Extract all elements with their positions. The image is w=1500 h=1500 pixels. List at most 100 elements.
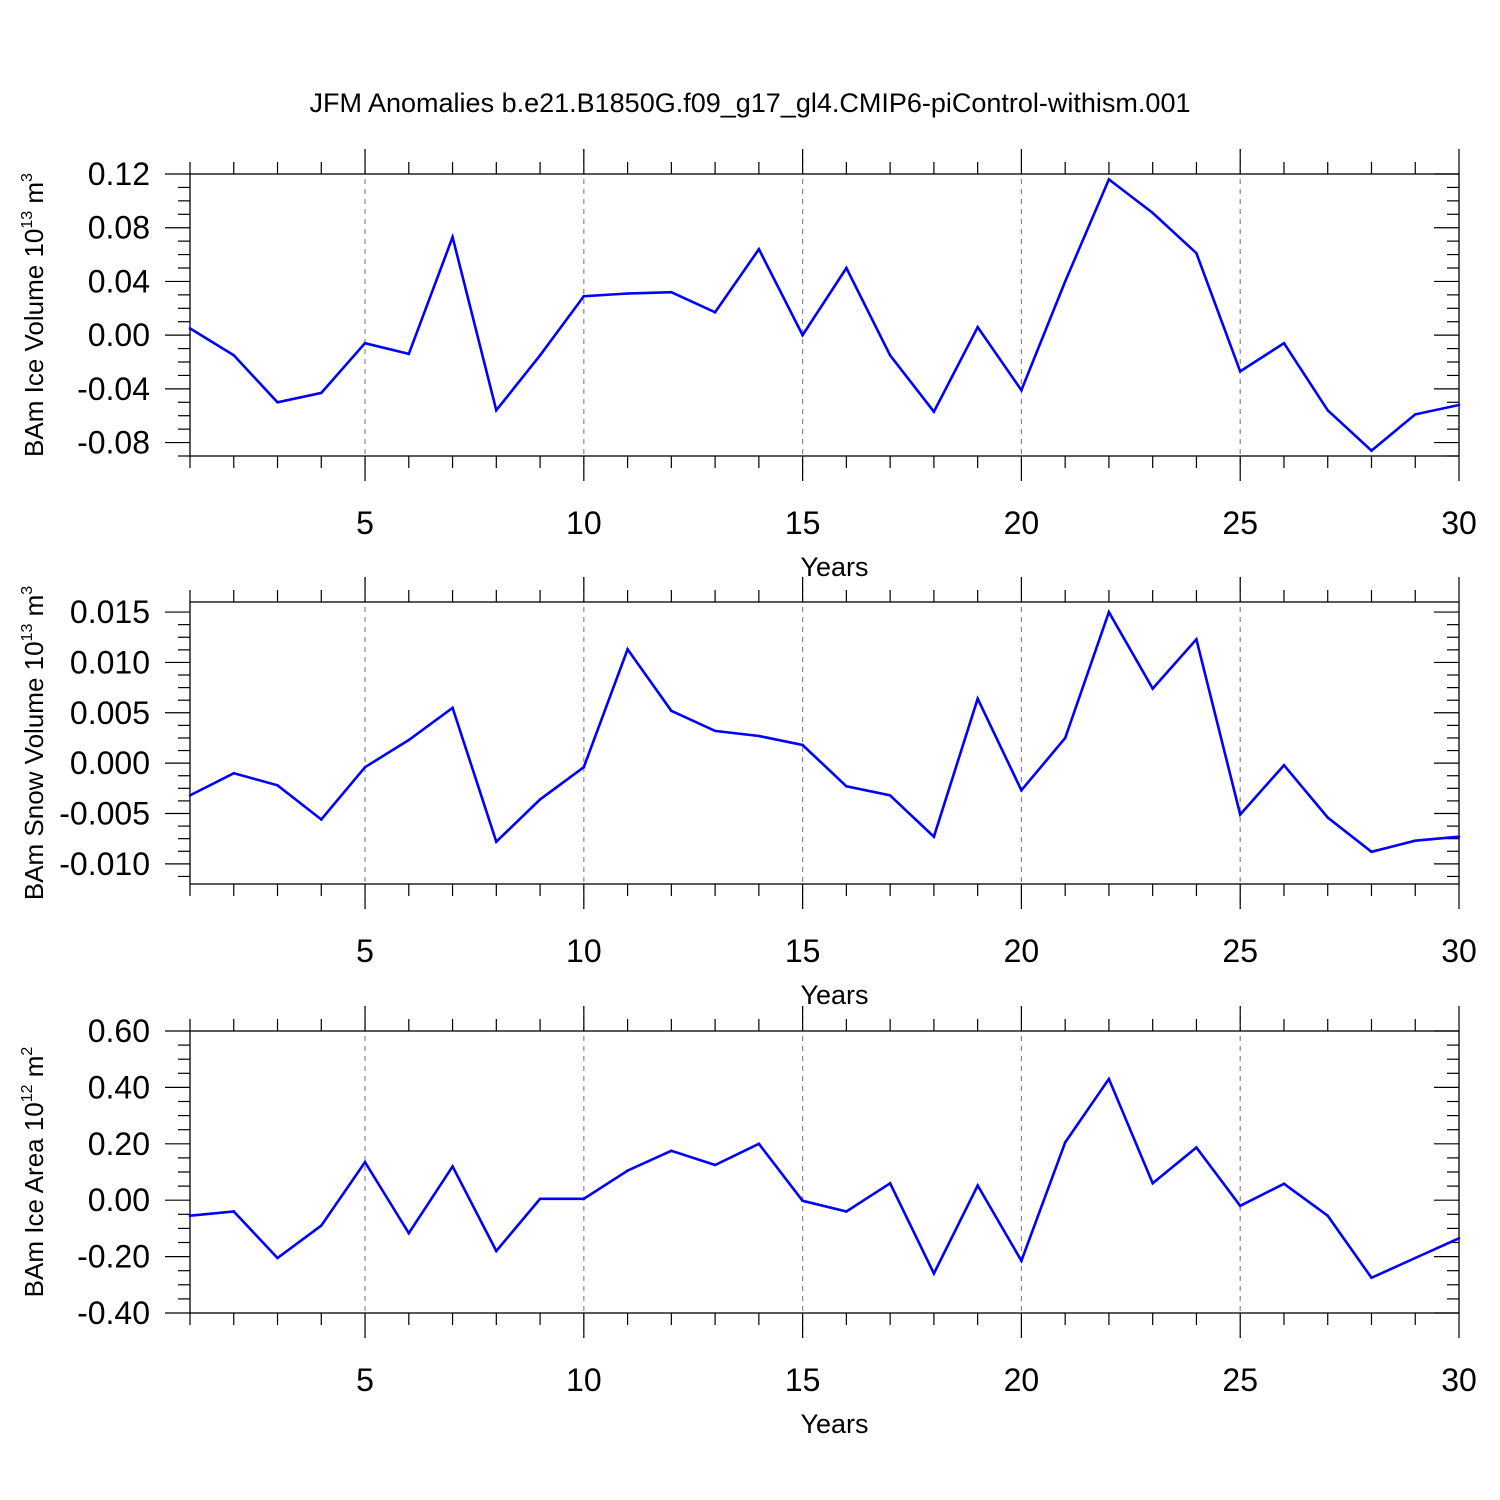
- series-line: [189, 1076, 1460, 1280]
- data-point: [932, 410, 936, 413]
- data-point: [188, 1214, 192, 1218]
- x-tick-label: 10: [566, 505, 602, 541]
- data-point: [538, 798, 542, 801]
- data-point: [932, 835, 936, 838]
- y-tick-label: 0.12: [88, 156, 150, 192]
- x-tick-label: 25: [1222, 505, 1258, 541]
- data-point: [582, 1197, 586, 1201]
- x-tick-label: 10: [566, 933, 602, 969]
- data-point: [1413, 413, 1417, 416]
- y-axis-label-part: m: [19, 595, 49, 624]
- y-axis-label: BAm Ice Area 1012 m2: [19, 1047, 49, 1298]
- y-axis-label-part: 2: [19, 1047, 36, 1056]
- x-axis-label: Years: [800, 1409, 868, 1439]
- data-point: [1195, 1146, 1198, 1149]
- data-point: [188, 327, 192, 330]
- chart-panel-3: -0.40 -0.20 0.00 0.20 0.40 0.60 5 10 15 20 25 30 Yea…: [19, 1006, 1477, 1439]
- data-point: [363, 765, 367, 769]
- y-tick-label: -0.010: [59, 846, 150, 882]
- data-point: [188, 794, 192, 797]
- y-tick-label: 0.000: [70, 745, 150, 781]
- data-point: [319, 818, 323, 821]
- data-point: [538, 353, 542, 357]
- data-point: [1413, 839, 1417, 842]
- data-point: [319, 1224, 323, 1227]
- data-point: [232, 771, 236, 775]
- data-point: [1020, 1259, 1023, 1263]
- x-tick-label: 15: [785, 505, 821, 541]
- y-tick-label: -0.04: [77, 371, 150, 407]
- data-point: [801, 333, 804, 337]
- data-point: [451, 1165, 454, 1168]
- y-tick-label: 0.00: [88, 1182, 150, 1218]
- data-point: [319, 391, 323, 395]
- data-point: [1238, 1204, 1242, 1208]
- y-axis-label: BAm Snow Volume 1013 m3: [19, 586, 49, 900]
- y-axis-label-part: 3: [19, 586, 36, 595]
- data-point: [1326, 409, 1330, 412]
- x-tick-label: 5: [356, 933, 374, 969]
- data-point: [407, 352, 411, 356]
- x-axis-label: Years: [800, 980, 868, 1010]
- x-tick-label: 20: [1004, 1362, 1040, 1398]
- x-tick-label: 20: [1004, 933, 1040, 969]
- y-axis-label-part: 13: [19, 624, 36, 642]
- data-point: [1370, 1276, 1373, 1280]
- y-axis-label: BAm Ice Volume 1013 m3: [19, 173, 49, 457]
- series-line: [189, 608, 1460, 854]
- y-tick-label: 0.20: [88, 1126, 150, 1162]
- data-point: [538, 1197, 542, 1201]
- chart-panel-2: -0.010 -0.005 0.000 0.005 0.010 0.015 5 10 15 20 2…: [19, 577, 1477, 1010]
- y-axis-label-part: BAm Ice Area 10: [19, 1102, 49, 1297]
- data-point: [713, 729, 717, 733]
- data-point: [976, 1184, 979, 1187]
- figure-title: JFM Anomalies b.e21.B1850G.f09_g17_gl4.C…: [310, 88, 1191, 118]
- data-point: [670, 1149, 673, 1153]
- x-tick-label: 30: [1441, 933, 1477, 969]
- series-line: [189, 177, 1460, 453]
- data-point: [1457, 403, 1461, 407]
- data-point: [232, 353, 236, 357]
- data-point: [1151, 1181, 1154, 1185]
- data-point: [495, 1249, 498, 1253]
- chart-panel-1: -0.08 -0.04 0.00 0.04 0.08 0.12 5 10 15 20 25 30 Yea…: [19, 149, 1477, 582]
- data-point: [1370, 449, 1373, 452]
- data-point: [670, 290, 673, 294]
- x-axis-label: Years: [800, 552, 868, 582]
- data-point: [451, 235, 454, 239]
- data-point: [1020, 388, 1023, 392]
- y-tick-label: 0.015: [70, 594, 150, 630]
- data-point: [1413, 1256, 1417, 1260]
- x-tick-label: 25: [1222, 1362, 1258, 1398]
- data-point: [1063, 736, 1067, 740]
- data-point: [845, 1210, 848, 1213]
- data-point: [1063, 280, 1067, 283]
- x-tick-label: 5: [356, 505, 374, 541]
- data-point: [932, 1272, 936, 1275]
- data-point: [757, 247, 761, 251]
- data-point: [1020, 789, 1023, 792]
- data-point: [801, 1199, 804, 1203]
- data-point: [1457, 835, 1461, 838]
- panels: -0.08-0.040.000.040.080.125 10 15 20 25 30Yea…: [19, 149, 1477, 1439]
- data-point: [276, 400, 279, 404]
- data-point: [582, 765, 586, 769]
- data-point: [713, 1163, 717, 1167]
- data-point: [626, 292, 629, 295]
- y-axis-label-part: BAm Snow Volume 10: [19, 641, 49, 900]
- y-tick-label: 0.04: [88, 263, 150, 299]
- y-axis-label-part: m: [19, 182, 49, 211]
- data-point: [582, 294, 586, 298]
- data-point: [1326, 1214, 1330, 1218]
- data-point: [1457, 1236, 1461, 1240]
- data-point: [1151, 687, 1154, 690]
- data-point: [1195, 251, 1198, 255]
- data-point: [845, 266, 848, 270]
- y-tick-label: 0.40: [88, 1069, 150, 1105]
- y-axis-label-part: 12: [19, 1084, 36, 1102]
- y-tick-label: 0.08: [88, 210, 150, 246]
- data-point: [888, 794, 892, 797]
- y-axis-label-part: BAm Ice Volume 10: [19, 229, 49, 457]
